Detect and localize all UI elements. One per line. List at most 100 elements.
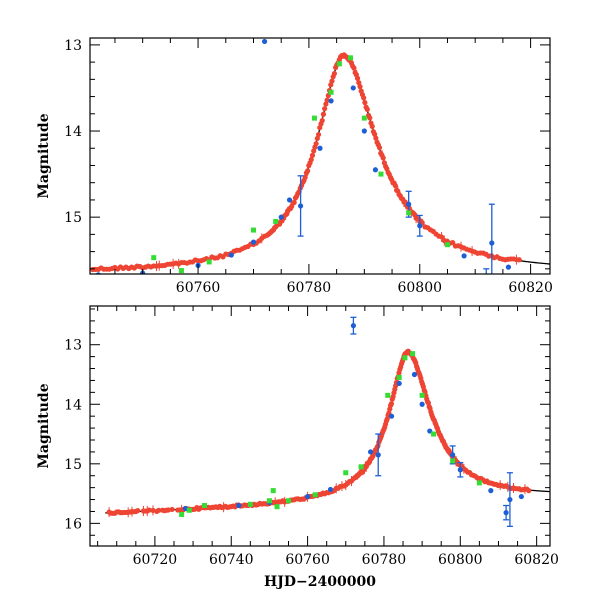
data-point-blue: [457, 467, 463, 473]
data-point-blue: [396, 380, 402, 387]
x-tick-label: 60820: [508, 280, 553, 296]
data-point-red: [526, 488, 532, 494]
data-point-red: [351, 65, 357, 71]
data-point-red: [302, 174, 308, 180]
data-point-red: [165, 507, 171, 513]
data-point-red: [367, 115, 373, 121]
data-point-blue: [327, 486, 334, 493]
data-point-blue: [419, 401, 425, 407]
x-tick-label: 60800: [397, 280, 442, 296]
y-tick-label: 13: [64, 338, 82, 354]
data-point-blue: [518, 493, 524, 500]
data-point-red: [322, 106, 328, 112]
data-point-green: [328, 89, 334, 95]
data-point-blue: [484, 277, 489, 282]
x-tick-label: 60800: [438, 552, 483, 568]
data-point-blue: [317, 145, 323, 151]
data-point-green: [274, 504, 280, 510]
plot-area: [105, 316, 550, 527]
data-point-green: [444, 242, 450, 248]
data-point-red: [388, 401, 395, 407]
y-tick-label: 15: [64, 210, 82, 226]
data-point-green: [312, 492, 318, 498]
data-point-green: [396, 374, 402, 380]
data-point-blue: [461, 253, 467, 259]
data-point-red: [315, 131, 322, 138]
data-point-red: [380, 155, 386, 161]
data-point-blue: [489, 240, 495, 246]
data-point-blue: [328, 98, 334, 104]
data-point-green: [419, 392, 425, 398]
data-point-red: [304, 168, 311, 174]
data-point-blue: [261, 38, 268, 45]
data-point-blue: [286, 197, 293, 203]
data-point-blue: [228, 252, 234, 258]
x-tick-label: 60760: [176, 280, 221, 296]
y-tick-label: 13: [64, 38, 82, 54]
y-axis-title: Magnitude: [36, 383, 52, 468]
data-point-red: [324, 97, 330, 103]
x-tick-label: 60740: [209, 552, 254, 568]
y-axis-title: Magnitude: [36, 113, 52, 198]
data-point-blue: [304, 493, 311, 500]
data-point-blue: [95, 272, 101, 274]
data-point-green: [178, 268, 184, 274]
data-point-red: [309, 152, 316, 158]
data-point-blue: [450, 452, 456, 458]
y-tick-label: 14: [64, 124, 82, 140]
data-point-green: [273, 218, 279, 224]
data-point-red: [362, 100, 368, 106]
data-point-red: [438, 234, 445, 240]
data-point-red: [373, 135, 379, 141]
data-point-red: [308, 157, 314, 163]
data-point-red: [376, 145, 383, 151]
y-tick-label: 14: [64, 397, 82, 413]
x-tick-label: 60780: [362, 552, 407, 568]
y-tick-label: 15: [64, 457, 82, 473]
data-point-blue: [507, 496, 513, 503]
data-point-red: [354, 75, 361, 81]
data-point-green: [347, 55, 353, 61]
data-point-green: [385, 392, 391, 398]
data-point-red: [313, 141, 319, 147]
x-axis-title: HJD−2400000: [264, 574, 376, 590]
data-point-blue: [278, 214, 284, 220]
data-point-blue: [503, 510, 509, 516]
data-point-green: [270, 488, 276, 494]
x-tick-label: 60780: [287, 280, 332, 296]
data-point-red: [156, 507, 162, 513]
data-point-green: [266, 498, 272, 504]
data-point-green: [361, 115, 367, 121]
data-point-blue: [182, 505, 189, 512]
data-point-blue: [350, 323, 357, 329]
data-point-green: [410, 351, 416, 357]
data-point-green: [206, 259, 212, 265]
data-point-green: [402, 355, 408, 361]
data-point-blue: [505, 264, 512, 270]
x-tick-label: 60820: [514, 552, 559, 568]
data-point-blue: [236, 502, 242, 509]
data-point-red: [320, 111, 327, 117]
data-point-blue: [372, 167, 379, 173]
data-point-red: [329, 78, 335, 84]
data-point-red: [392, 183, 398, 189]
plot-frame: [89, 37, 551, 275]
model-curve: [105, 351, 550, 514]
data-point-blue: [367, 449, 374, 455]
data-point-red: [146, 507, 152, 513]
data-point-green: [186, 507, 192, 513]
model-curve: [90, 54, 550, 270]
data-point-green: [336, 61, 342, 67]
data-point-blue: [406, 201, 412, 207]
plot-frame: [89, 305, 551, 547]
top-panel: 60760 60780 60800 60820 13 14 15 Magnitude: [36, 37, 553, 296]
data-point-red: [331, 70, 338, 77]
data-point-green: [450, 458, 456, 464]
data-point-green: [406, 210, 412, 216]
data-point-green: [343, 470, 349, 476]
x-tick-label: 60720: [133, 552, 178, 568]
data-point-green: [151, 255, 157, 261]
data-point-blue: [250, 239, 257, 245]
data-point-blue: [427, 428, 433, 434]
